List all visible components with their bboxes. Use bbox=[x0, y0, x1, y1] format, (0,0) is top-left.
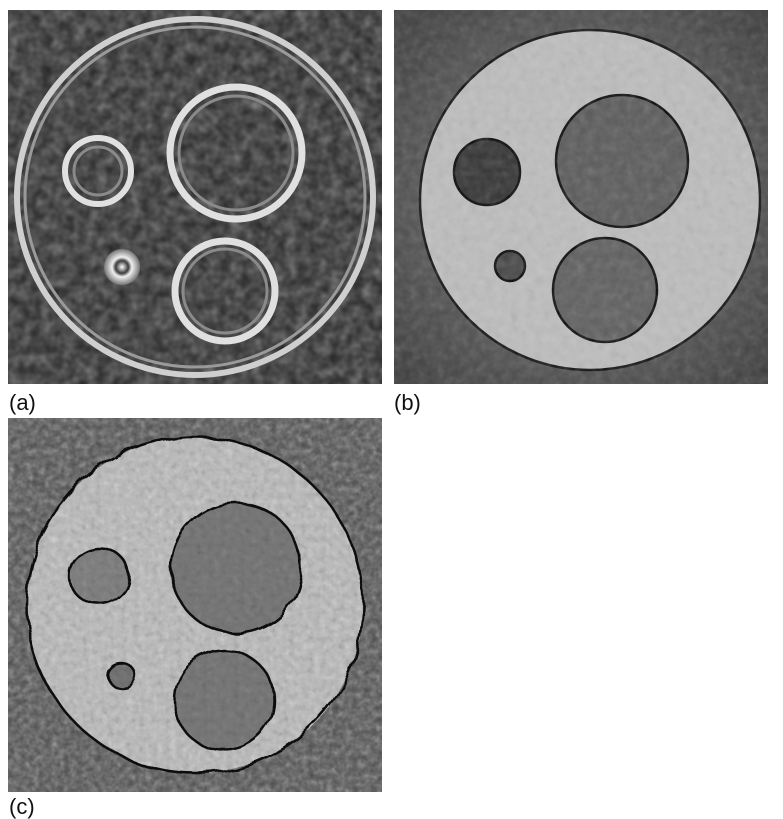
panel-a-small-circle-inner-edge bbox=[72, 145, 124, 197]
panel-c-outer-contour bbox=[25, 435, 365, 775]
panel-a-lower-circle-inner-edge bbox=[181, 247, 269, 335]
panel-b-image bbox=[394, 10, 768, 384]
panel-c-lower-contour bbox=[172, 648, 276, 752]
panel-a-outer-ring bbox=[14, 16, 376, 378]
panel-c-image bbox=[8, 418, 382, 792]
panel-a-svg bbox=[8, 10, 382, 384]
panel-b-svg bbox=[394, 10, 768, 384]
panel-c-svg bbox=[8, 418, 382, 792]
panel-a-small-circle-edge bbox=[62, 135, 134, 207]
panel-c-small-contour bbox=[67, 546, 131, 606]
panel-a-outer-ring-inner bbox=[23, 25, 367, 369]
panel-b-label: (b) bbox=[394, 390, 421, 415]
panel-a-label: (a) bbox=[9, 390, 36, 415]
panel-b-texture bbox=[394, 10, 768, 384]
panel-a-lower-circle-edge bbox=[171, 237, 279, 345]
panel-c-tiny-contour bbox=[106, 662, 138, 690]
panel-a-bright-dot bbox=[104, 249, 140, 285]
panel-a-large-circle-edge bbox=[166, 83, 306, 223]
panel-c-large-contour bbox=[169, 501, 303, 635]
panel-c-label: (c) bbox=[9, 794, 35, 819]
panel-a-large-circle-inner-edge bbox=[177, 94, 295, 212]
panel-a-image bbox=[8, 10, 382, 384]
